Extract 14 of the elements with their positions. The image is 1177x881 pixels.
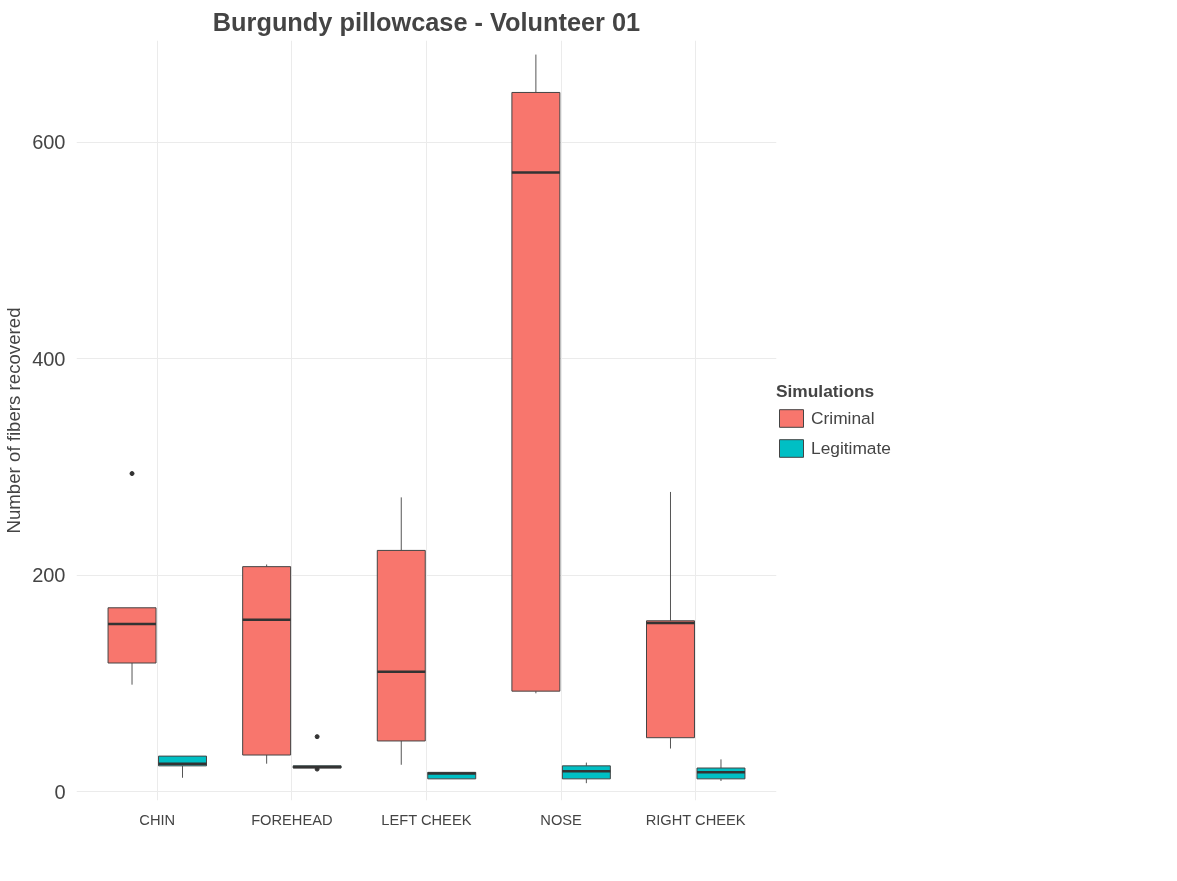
x-tick-label: RIGHT CHEEK bbox=[645, 811, 746, 828]
y-tick-label: 600 bbox=[32, 131, 66, 154]
x-tick-label: NOSE bbox=[540, 811, 583, 828]
x-tick-label: CHIN bbox=[139, 811, 176, 828]
x-tick-label: LEFT CHEEK bbox=[381, 811, 472, 828]
y-tick-label: 400 bbox=[32, 347, 66, 370]
legend-label: Criminal bbox=[811, 407, 875, 429]
y-tick-label: 200 bbox=[32, 564, 66, 587]
chart-title: Burgundy pillowcase - Volunteer 01 bbox=[212, 7, 641, 36]
y-tick-label: 0 bbox=[54, 780, 66, 803]
legend-label: Legitimate bbox=[811, 437, 891, 459]
y-axis-title: Number of fibers recovered bbox=[3, 307, 25, 534]
legend-title: Simulations bbox=[776, 381, 876, 402]
x-tick-label: FOREHEAD bbox=[251, 811, 333, 828]
